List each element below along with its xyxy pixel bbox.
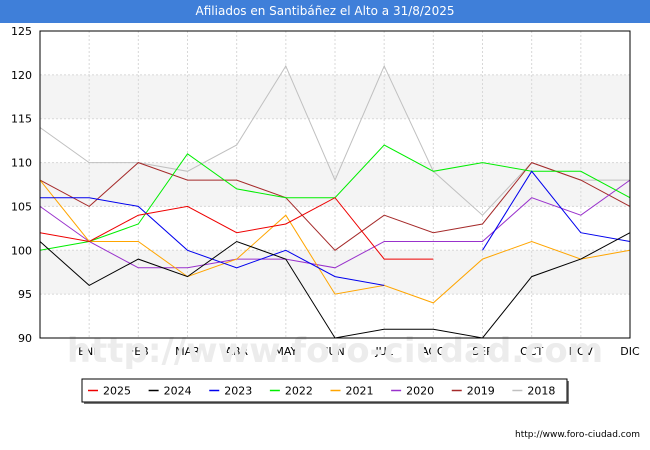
legend-label-2019: 2019: [467, 385, 495, 398]
x-tick-label: NOV: [569, 345, 594, 358]
x-tick-label: JUL: [374, 345, 393, 358]
x-tick-label: FEB: [128, 345, 149, 358]
x-tick-label: AGO: [421, 345, 446, 358]
plot-frame: [39, 30, 631, 339]
legend-label-2020: 2020: [406, 385, 434, 398]
watermark: http://www.foro-ciudad.com: [67, 331, 603, 371]
x-tick-label: OCT: [520, 345, 543, 358]
y-tick-label: 105: [11, 200, 32, 213]
legend-box: [81, 378, 568, 403]
x-tick-label: MAY: [274, 345, 297, 358]
x-tick-label: ABR: [225, 345, 248, 358]
y-tick-label: 90: [18, 332, 32, 345]
x-tick-label: ENE: [78, 345, 100, 358]
x-tick-label: MAR: [175, 345, 200, 358]
legend-label-2025: 2025: [103, 385, 131, 398]
legend-label-2024: 2024: [164, 385, 192, 398]
series-line-2025: [39, 197, 434, 260]
line-chart: 90 95 100 105 110 115 120 125 ENE FEB MAR ABR MAY JUN…: [11, 25, 640, 404]
y-tick-label: 95: [18, 288, 32, 301]
chart-title: Afiliados en Santibáñez el Alto a 31/8/2…: [0, 0, 650, 23]
footer-url[interactable]: http://www.foro-ciudad.com: [515, 430, 640, 440]
x-tick-label: DIC: [620, 345, 640, 358]
legend-label-2023: 2023: [224, 385, 252, 398]
legend-label-2021: 2021: [346, 385, 374, 398]
series-line-2021: [39, 179, 631, 304]
series-line-2019: [39, 162, 631, 251]
y-tick-label: 125: [11, 25, 32, 38]
y-tick-label: 100: [11, 244, 32, 257]
x-tick-label: JUN: [324, 345, 345, 358]
legend-label-2022: 2022: [285, 385, 313, 398]
y-tick-label: 110: [11, 157, 32, 170]
y-tick-label: 115: [11, 113, 32, 126]
y-tick-label: 120: [11, 69, 32, 82]
series-line-2020: [39, 179, 631, 269]
x-tick-label: SEP: [472, 345, 493, 358]
legend-label-2018: 2018: [527, 385, 555, 398]
